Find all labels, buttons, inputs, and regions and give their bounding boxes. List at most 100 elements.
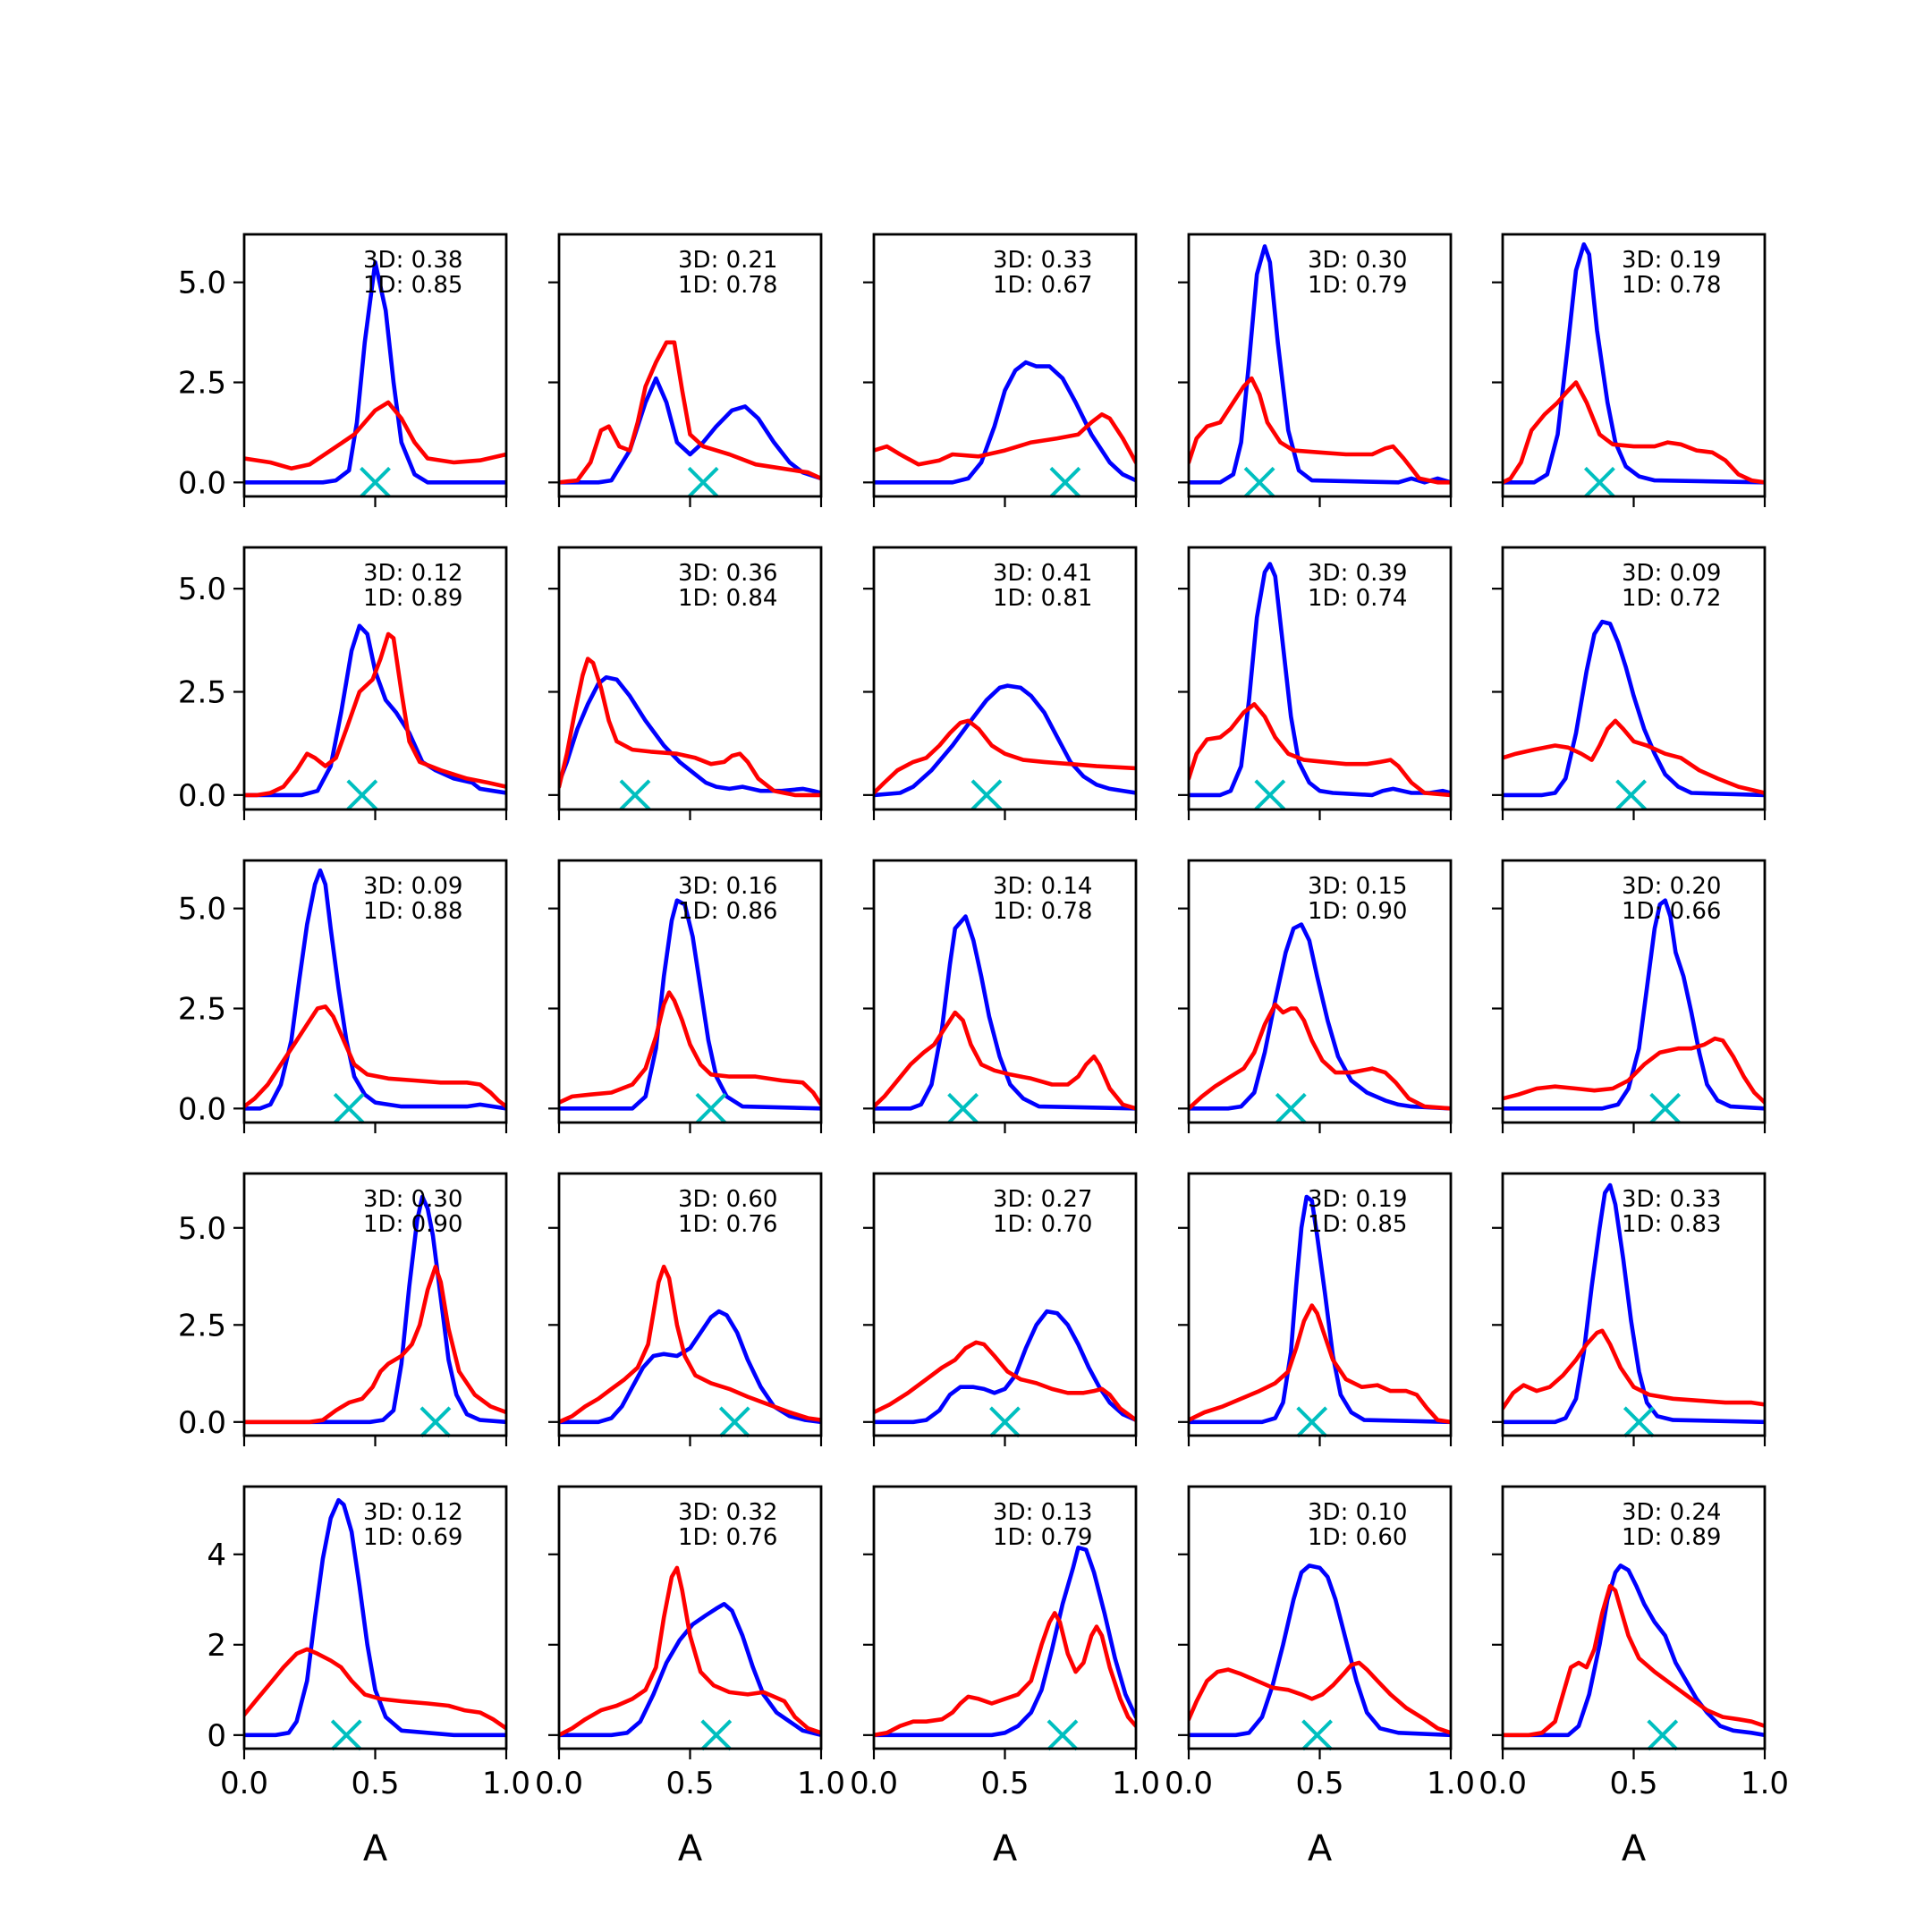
- y-tick-label: 5.0: [178, 266, 226, 301]
- y-tick-label: 2.5: [178, 992, 226, 1028]
- y-tick-label: 0: [207, 1718, 226, 1754]
- annotation-1d: 1D: 0.86: [678, 898, 777, 925]
- red-series-line: [1189, 376, 1451, 485]
- annotation-3d: 3D: 0.21: [678, 247, 777, 274]
- x-axis-label: A: [1308, 1828, 1333, 1869]
- x-marker: [1296, 1406, 1328, 1438]
- x-marker: [700, 1719, 733, 1751]
- annotation-3d: 3D: 0.41: [993, 560, 1092, 587]
- y-tick-label: 5.0: [178, 892, 226, 928]
- x-tick-label: 0.5: [351, 1766, 399, 1801]
- x-axis-label: A: [1622, 1828, 1647, 1869]
- y-tick-label: 0.0: [178, 1091, 226, 1127]
- x-marker: [1649, 1092, 1682, 1124]
- annotation-1d: 1D: 0.89: [363, 585, 462, 612]
- y-tick-label: 0.0: [178, 465, 226, 501]
- y-tick-label: 5.0: [178, 572, 226, 607]
- blue-series-line: [874, 1545, 1136, 1738]
- annotation-1d: 1D: 0.60: [1308, 1524, 1407, 1551]
- annotation-1d: 1D: 0.78: [1622, 272, 1721, 299]
- blue-series-line: [1503, 1182, 1765, 1425]
- annotation-3d: 3D: 0.38: [363, 247, 462, 274]
- blue-series-line: [559, 898, 821, 1111]
- annotation-1d: 1D: 0.90: [363, 1211, 462, 1238]
- annotation-3d: 3D: 0.12: [363, 1499, 462, 1526]
- annotation-3d: 3D: 0.15: [1308, 873, 1407, 900]
- x-marker: [1623, 1406, 1655, 1438]
- annotation-1d: 1D: 0.85: [363, 272, 462, 299]
- red-series-line: [559, 990, 821, 1107]
- red-series-line: [244, 1264, 506, 1425]
- blue-series-line: [1189, 1194, 1451, 1425]
- x-marker: [1254, 779, 1286, 811]
- annotation-1d: 1D: 0.69: [363, 1524, 462, 1551]
- annotation-1d: 1D: 0.83: [1622, 1211, 1721, 1238]
- blue-series-line: [559, 1309, 821, 1425]
- annotation-3d: 3D: 0.12: [363, 560, 462, 587]
- blue-series-line: [874, 360, 1136, 485]
- blue-series-line: [1503, 242, 1765, 485]
- x-axis-label: A: [993, 1828, 1018, 1869]
- blue-series-line: [1189, 244, 1451, 485]
- red-series-line: [1189, 702, 1451, 798]
- annotation-1d: 1D: 0.88: [363, 898, 462, 925]
- x-tick-label: 0.5: [665, 1766, 714, 1801]
- x-tick-label: 0.5: [1295, 1766, 1343, 1801]
- x-tick-label: 1.0: [1112, 1766, 1160, 1801]
- red-series-line: [1503, 718, 1765, 795]
- x-tick-label: 0.5: [1609, 1766, 1657, 1801]
- x-marker: [1615, 779, 1647, 811]
- red-series-line: [244, 631, 506, 798]
- x-tick-label: 0.0: [850, 1766, 898, 1801]
- annotation-3d: 3D: 0.20: [1622, 873, 1721, 900]
- red-series-line: [1189, 1002, 1451, 1111]
- x-marker: [1046, 1719, 1079, 1751]
- x-marker: [333, 1092, 365, 1124]
- blue-series-line: [244, 623, 506, 798]
- x-axis-label: A: [678, 1828, 703, 1869]
- red-series-line: [559, 340, 821, 485]
- red-series-line: [1189, 1303, 1451, 1425]
- red-series-line: [874, 1010, 1136, 1111]
- annotation-1d: 1D: 0.66: [1622, 898, 1721, 925]
- annotation-3d: 3D: 0.09: [363, 873, 462, 900]
- blue-series-line: [1503, 1563, 1765, 1738]
- blue-series-line: [1189, 562, 1451, 798]
- y-tick-label: 2.5: [178, 366, 226, 402]
- annotation-1d: 1D: 0.74: [1308, 585, 1407, 612]
- red-series-line: [1503, 380, 1765, 485]
- annotation-3d: 3D: 0.24: [1622, 1499, 1721, 1526]
- blue-series-line: [874, 1309, 1136, 1425]
- annotation-3d: 3D: 0.10: [1308, 1499, 1407, 1526]
- y-tick-label: 2: [207, 1628, 226, 1664]
- y-tick-label: 2.5: [178, 674, 226, 710]
- red-series-line: [559, 1264, 821, 1425]
- annotation-3d: 3D: 0.27: [993, 1186, 1092, 1213]
- annotation-1d: 1D: 0.89: [1622, 1524, 1721, 1551]
- annotation-1d: 1D: 0.79: [1308, 272, 1407, 299]
- annotation-1d: 1D: 0.70: [993, 1211, 1092, 1238]
- x-marker: [360, 466, 391, 498]
- y-tick-label: 0.0: [178, 1405, 226, 1441]
- x-marker: [330, 1719, 362, 1751]
- annotation-1d: 1D: 0.76: [678, 1524, 777, 1551]
- red-series-line: [559, 1565, 821, 1738]
- red-series-line: [874, 1340, 1136, 1422]
- x-marker: [346, 779, 378, 811]
- x-marker: [1301, 1719, 1333, 1751]
- x-tick-label: 1.0: [482, 1766, 530, 1801]
- red-series-line: [1189, 1660, 1451, 1735]
- y-tick-label: 4: [207, 1538, 226, 1573]
